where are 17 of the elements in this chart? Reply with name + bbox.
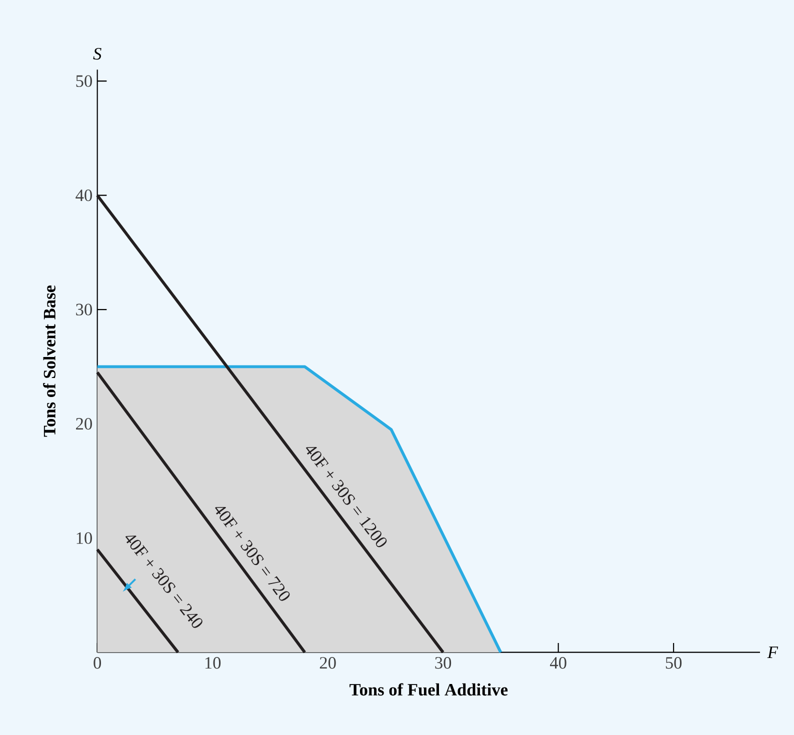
- text: 40F + 30S = 720: [215, 506, 290, 601]
- x-tick-label: 0: [94, 657, 102, 669]
- text: 40F + 30S = 240: [125, 536, 202, 628]
- x-tick-label: 10: [205, 657, 221, 669]
- x-tick-label: 40: [550, 657, 566, 669]
- x-tick-label: 50: [666, 657, 682, 669]
- x-tick-label: 20: [320, 657, 336, 669]
- text: F: [767, 646, 778, 658]
- y-tick-label: 30: [76, 304, 92, 316]
- y-tick-label: 20: [76, 418, 92, 430]
- text: S: [93, 48, 102, 60]
- x-tick-label: 30: [435, 657, 452, 669]
- y-tick-label: 10: [76, 532, 92, 544]
- x-axis-title: Tons of Fuel Additive: [350, 683, 508, 696]
- y-tick-label: 50: [76, 75, 92, 87]
- y-tick-label: 40: [76, 189, 92, 202]
- y-axis-title: Tons of Solvent Base: [43, 285, 56, 437]
